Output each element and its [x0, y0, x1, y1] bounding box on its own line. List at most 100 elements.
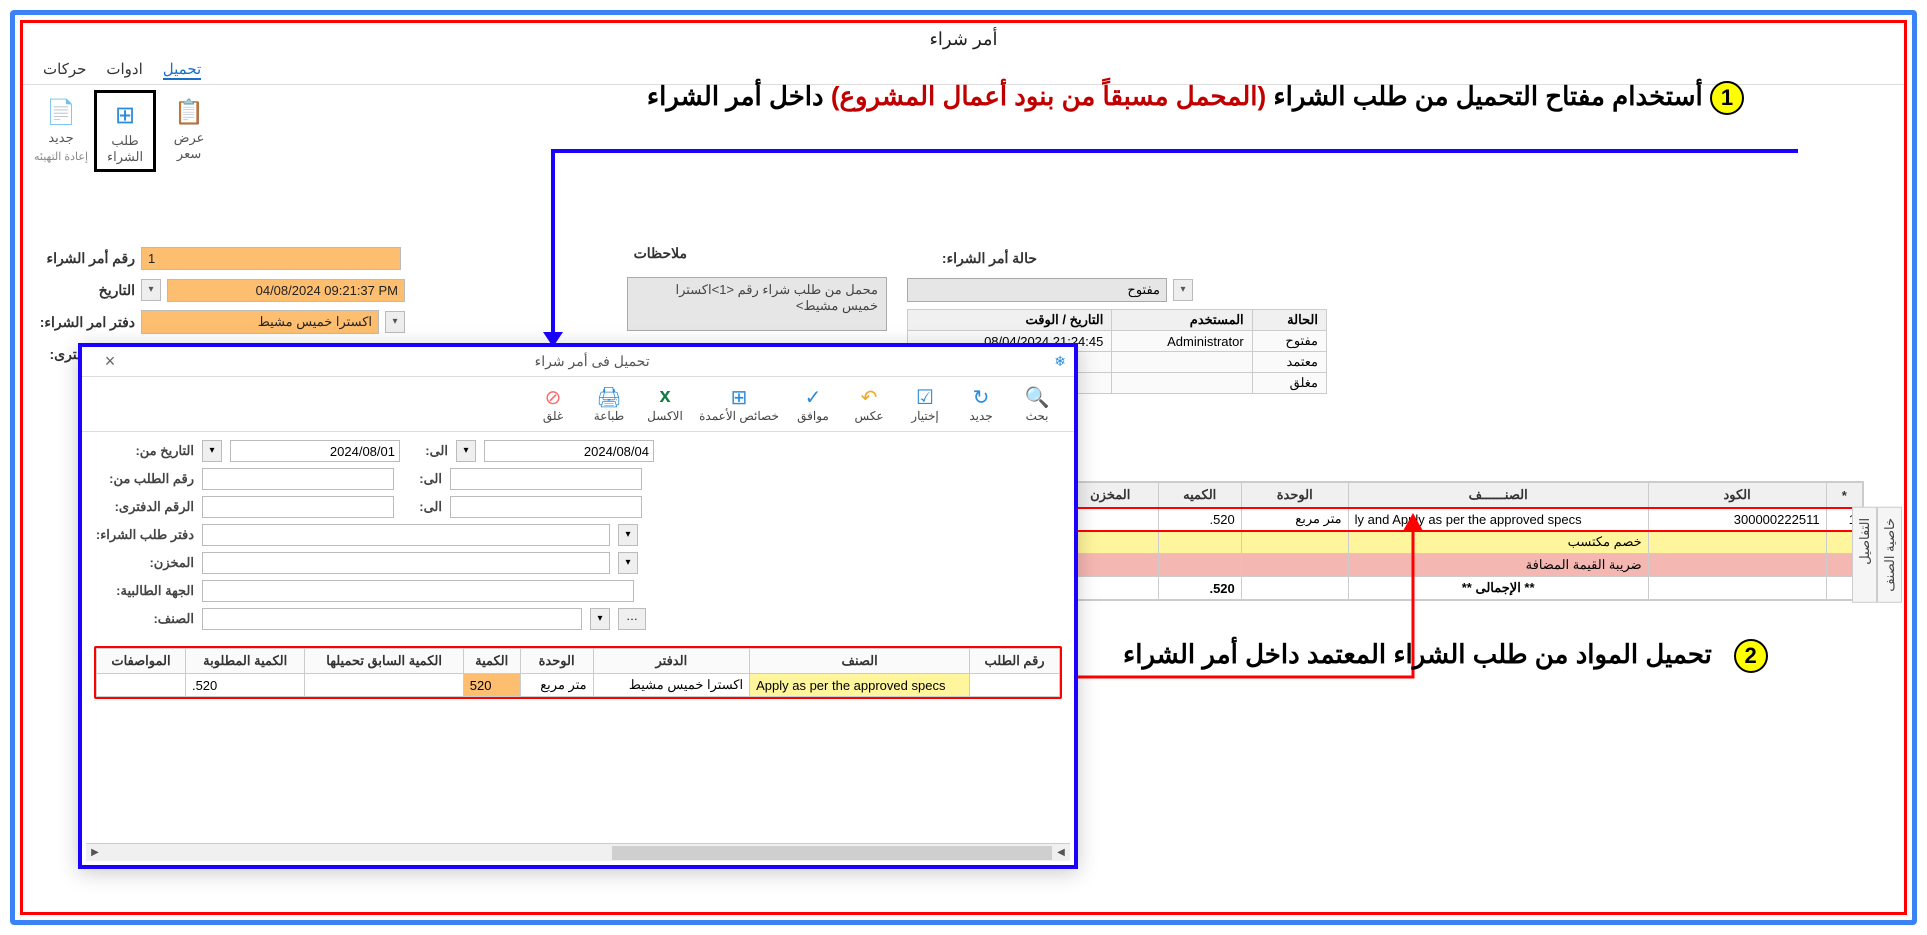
dcol-item: الصنف — [750, 649, 970, 674]
dialog-close-button[interactable]: × — [90, 351, 130, 372]
date-from-input[interactable] — [230, 440, 400, 462]
marker-2: 2 — [1734, 639, 1768, 673]
scroll-left-icon[interactable]: ◀ — [1052, 847, 1070, 858]
ledger-no-to-input[interactable] — [450, 496, 642, 518]
cell — [305, 674, 463, 697]
date-from-label: التاريخ من: — [94, 443, 194, 459]
dialog-toolbar: 🔍 بحث ↻ جديد ☑ إختيار ↶ عكس ✓ موافق — [82, 377, 1074, 432]
excel-button[interactable]: x الاكسل — [638, 383, 692, 425]
order-status-field[interactable]: مفتوح — [907, 278, 1167, 302]
date-from-dd-icon[interactable]: ▾ — [202, 440, 222, 462]
load-dialog: ❄ تحميل فى أمر شراء × 🔍 بحث ↻ جديد ☑ إخت… — [78, 343, 1078, 869]
ledger-field[interactable]: اكسترا خميس مشيط — [141, 310, 379, 334]
req-ledger-label: دفتر طلب الشراء: — [94, 527, 194, 543]
annotation-2: 2 تحميل المواد من طلب الشراء المعتمد داخ… — [1123, 639, 1768, 673]
btn-label: موافق — [797, 409, 829, 423]
price-offer-button[interactable]: 📋 عرض سعر — [161, 90, 217, 166]
request-label-1: طلب — [111, 133, 138, 149]
btn-label: عكس — [854, 409, 883, 423]
date-to-dd-icon[interactable]: ▾ — [456, 440, 476, 462]
notes-field[interactable]: محمل من طلب شراء رقم <1>اكسترا خميس مشيط… — [627, 277, 887, 331]
order-status-label: حالة أمر الشراء: — [907, 250, 1037, 267]
cell: خصم مكتسب — [1348, 531, 1648, 554]
req-no-from-input[interactable] — [202, 468, 394, 490]
scroll-right-icon[interactable]: ▶ — [86, 847, 104, 858]
dialog-titlebar: ❄ تحميل فى أمر شراء × — [82, 347, 1074, 377]
req-ledger-input[interactable] — [202, 524, 610, 546]
date-to-input[interactable] — [484, 440, 654, 462]
ledger-dropdown-icon[interactable]: ▾ — [385, 311, 405, 333]
refresh-button[interactable]: ↻ جديد — [954, 383, 1008, 425]
print-icon: 🖨 — [596, 385, 621, 409]
cell — [1158, 554, 1241, 577]
btn-label: خصائص الأعمدة — [699, 409, 779, 423]
store-filter-input[interactable] — [202, 552, 610, 574]
tab-transactions[interactable]: حركات — [43, 60, 86, 80]
cell: معتمد — [1252, 352, 1326, 373]
ledger-no-from-label: الرقم الدفترى: — [94, 499, 194, 515]
col-item: الصنــــــف — [1348, 483, 1648, 508]
col-code: الكود — [1648, 483, 1826, 508]
tab-load[interactable]: تحميل — [163, 60, 201, 80]
dialog-scrollbar[interactable]: ▶ ◀ — [86, 843, 1070, 861]
store-filter-label: المخزن: — [94, 555, 194, 571]
dialog-result-row[interactable]: Apply as per the approved specs اكسترا خ… — [97, 674, 1060, 697]
req-ledger-dd-icon[interactable]: ▾ — [618, 524, 638, 546]
item-filter-dd-icon[interactable]: ▾ — [590, 608, 610, 630]
cell: Apply as per the approved specs — [750, 674, 970, 697]
cell: ضريبة القيمة المضافة — [1348, 554, 1648, 577]
status-dropdown-icon[interactable]: ▾ — [1173, 279, 1193, 301]
date-field[interactable]: 04/08/2024 09:21:37 PM — [167, 279, 405, 302]
undo-button[interactable]: ↶ عكس — [842, 383, 896, 425]
date-dropdown-icon[interactable]: ▾ — [141, 279, 161, 301]
ledger-label: دفتر امر الشراء: — [35, 314, 135, 331]
store-filter-dd-icon[interactable]: ▾ — [618, 552, 638, 574]
item-filter-input[interactable] — [202, 608, 582, 630]
ok-icon: ✓ — [805, 385, 822, 409]
tab-tools[interactable]: ادوات — [106, 60, 142, 80]
dialog-logo-icon: ❄ — [1054, 353, 1066, 370]
dcol-req-no: رقم الطلب — [970, 649, 1060, 674]
status-col: الحالة — [1252, 310, 1326, 331]
scroll-thumb[interactable] — [612, 846, 1052, 860]
btn-label: بحث — [1026, 409, 1049, 423]
select-button[interactable]: ☑ إختيار — [898, 383, 952, 425]
check-icon: ☑ — [916, 385, 934, 409]
dialog-filters: التاريخ من: ▾ الى: ▾ رقم الطلب من: الى: … — [82, 432, 1074, 638]
order-no-label: رقم أمر الشراء — [35, 250, 135, 267]
close-circle-icon: ⊘ — [545, 385, 562, 409]
cell — [1648, 577, 1826, 600]
ok-button[interactable]: ✓ موافق — [786, 383, 840, 425]
price-label-1: عرض — [174, 130, 205, 146]
undo-icon: ↶ — [861, 385, 878, 409]
print-button[interactable]: 🖨 طباعة — [582, 383, 636, 425]
search-button[interactable]: 🔍 بحث — [1010, 383, 1064, 425]
cell: متر مربع — [520, 674, 593, 697]
clipboard-icon: 📋 — [171, 94, 207, 130]
cell: ly and Apply as per the approved specs — [1348, 508, 1648, 531]
req-no-to-input[interactable] — [450, 468, 642, 490]
dept-input[interactable] — [202, 580, 634, 602]
dcol-ledger: الدفتر — [593, 649, 750, 674]
cell — [1241, 554, 1348, 577]
cell: Administrator — [1112, 331, 1252, 352]
side-tab-details[interactable]: التفاصيل — [1852, 507, 1877, 603]
request-label-2: الشراء — [107, 149, 143, 165]
dept-label: الجهة الطالبية: — [94, 583, 194, 599]
new-button[interactable]: 📄 جديد — [33, 90, 89, 150]
col-qty: الكميه — [1158, 483, 1241, 508]
purchase-request-button[interactable]: ⊞ طلب الشراء — [94, 90, 156, 172]
close-button[interactable]: ⊘ غلق — [526, 383, 580, 425]
ledger-no-to-label: الى: — [402, 499, 442, 515]
ledger-no-from-input[interactable] — [202, 496, 394, 518]
price-label-2: سعر — [177, 146, 201, 162]
order-no-field[interactable]: 1 — [141, 247, 401, 270]
columns-button[interactable]: ⊞ خصائص الأعمدة — [694, 383, 784, 425]
datetime-col: التاريخ / الوقت — [908, 310, 1112, 331]
grid-icon: ⊞ — [107, 97, 143, 133]
excel-icon: x — [659, 385, 670, 409]
side-tab-item-prop[interactable]: خاصية الصنف — [1877, 507, 1902, 603]
cell — [1648, 554, 1826, 577]
item-browse-button[interactable]: … — [618, 608, 646, 630]
cell — [970, 674, 1060, 697]
